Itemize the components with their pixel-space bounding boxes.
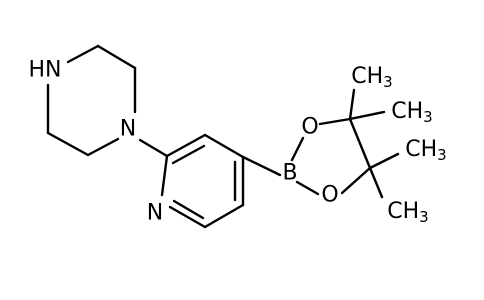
methyl-label: CH3 [351,64,392,92]
methyl-text: CH [387,199,419,224]
atom-label: B [282,161,297,186]
methyl-sub: 3 [419,208,429,226]
methyl-text: CH [405,137,437,162]
methyl-label: CH3 [391,99,432,127]
atom-label: HN [29,58,62,83]
methyl-sub: 3 [437,146,447,164]
atom-label: O [301,115,318,140]
atom-label: N [147,201,163,226]
atom-label: N [120,117,136,142]
atom-label: O [321,183,338,208]
methyl-sub: 3 [423,108,433,126]
methyl-text: CH [391,99,423,124]
methyl-sub: 3 [383,73,393,91]
methyl-text: CH [351,64,383,89]
methyl-label: CH3 [405,137,446,165]
methyl-label: CH3 [387,199,428,227]
bonds [46,44,400,229]
